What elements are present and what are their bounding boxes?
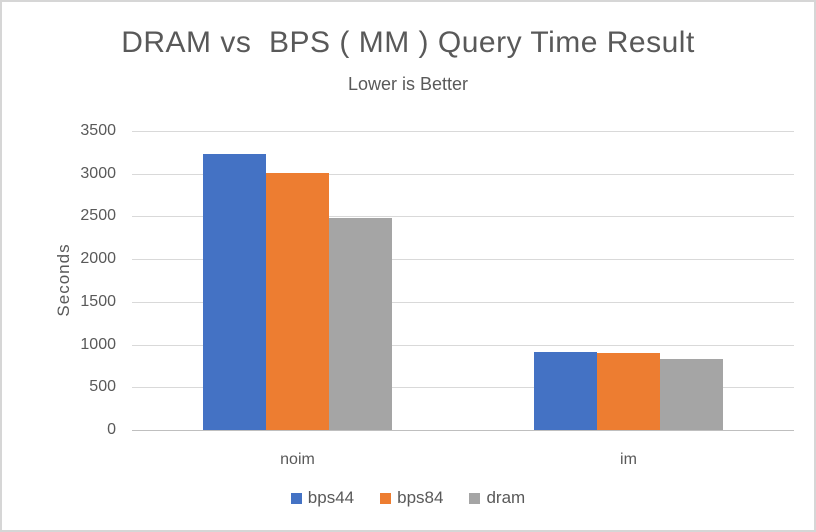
bar-group-noim	[203, 154, 392, 430]
bar-group-im	[534, 352, 723, 430]
gridline-3500	[132, 131, 794, 132]
gridline-500	[132, 387, 794, 389]
legend-item-bps84: bps84	[380, 488, 443, 508]
legend-item-bps44: bps44	[290, 488, 355, 508]
bar-dram-im	[660, 359, 723, 430]
bar-bps44-noim	[203, 154, 266, 430]
y-tick-label-1000: 1000	[80, 335, 116, 353]
y-tick-label-500: 500	[89, 378, 116, 396]
category-label-im: im	[620, 451, 637, 468]
bar-bps44-im	[534, 352, 597, 430]
y-tick-label-2500: 2500	[80, 207, 116, 225]
legend-swatch-bps84	[380, 492, 392, 504]
gridline-2500	[132, 216, 794, 218]
bar-dram-noim	[329, 218, 392, 430]
y-tick-label-2000: 2000	[80, 250, 116, 268]
y-tick-label-3000: 3000	[80, 164, 116, 182]
gridline-2000	[132, 259, 794, 261]
chart-title: DRAM vs BPS ( MM ) Query Time Result	[121, 26, 695, 59]
legend: bps44 bps84 dram	[2, 488, 814, 508]
y-tick-label-1500: 1500	[80, 292, 116, 310]
gridline-1000	[132, 344, 794, 346]
y-axis-title: Seconds	[54, 243, 73, 317]
y-tick-label-3500: 3500	[80, 122, 116, 139]
legend-label-dram: dram	[486, 488, 526, 507]
bar-bps84-im	[597, 353, 660, 430]
legend-swatch-dram	[469, 492, 481, 504]
gridline-1500	[132, 301, 794, 303]
legend-item-dram: dram	[469, 488, 525, 508]
plot-area: 0 500 1000 1500 2000 2500 3000 3500 noim im	[80, 122, 794, 468]
category-label-noim: noim	[280, 451, 315, 468]
legend-label-bps44: bps44	[307, 488, 355, 507]
legend-label-bps84: bps84	[397, 488, 444, 507]
y-tick-label-0: 0	[107, 421, 116, 438]
legend-swatch-bps44	[290, 492, 302, 504]
chart-subtitle: Lower is Better	[347, 74, 469, 94]
bar-bps84-noim	[266, 172, 329, 430]
gridline-3000	[132, 173, 794, 175]
